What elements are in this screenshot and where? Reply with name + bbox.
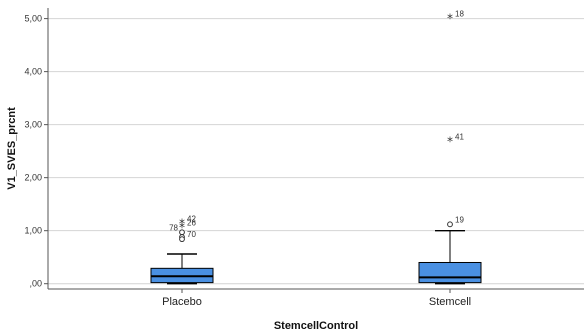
x-axis-title: StemcellControl bbox=[274, 320, 358, 331]
y-tick-label: 4,00 bbox=[24, 67, 42, 77]
outlier-circle bbox=[179, 236, 185, 243]
y-axis-title: V1_SVES_prcnt bbox=[6, 107, 18, 190]
axes: ,00 1,00 2,00 3,00 4,00 5,00 Placebo Stemcell bbox=[24, 8, 584, 308]
outlier-star: * bbox=[179, 216, 185, 230]
box bbox=[418, 261, 482, 284]
outlier-case-label: 18 bbox=[455, 10, 464, 19]
outlier-circle bbox=[447, 221, 453, 228]
outlier-star: * bbox=[447, 12, 453, 26]
boxes bbox=[150, 229, 482, 285]
outlier-case-label: 19 bbox=[455, 215, 464, 224]
y-tick-label: 1,00 bbox=[24, 226, 42, 236]
y-tick-label: 2,00 bbox=[24, 173, 42, 183]
outlier-case-label: 26 bbox=[187, 218, 196, 227]
y-tick-label: ,00 bbox=[29, 279, 42, 289]
outlier-star: * bbox=[179, 220, 185, 234]
outlier-case-label: 70 bbox=[187, 230, 196, 239]
category-label: Placebo bbox=[162, 296, 202, 308]
y-tick-label: 5,00 bbox=[24, 14, 42, 24]
outlier-case-label: 41 bbox=[455, 133, 464, 142]
outlier-case-label: 42 bbox=[187, 214, 196, 223]
category-label: Stemcell bbox=[429, 296, 471, 308]
outlier-star: * bbox=[447, 135, 453, 149]
gridlines bbox=[48, 18, 584, 285]
outlier-circle bbox=[179, 229, 185, 236]
outlier-case-label: 78 bbox=[169, 223, 178, 232]
y-tick-label: 3,00 bbox=[24, 120, 42, 130]
